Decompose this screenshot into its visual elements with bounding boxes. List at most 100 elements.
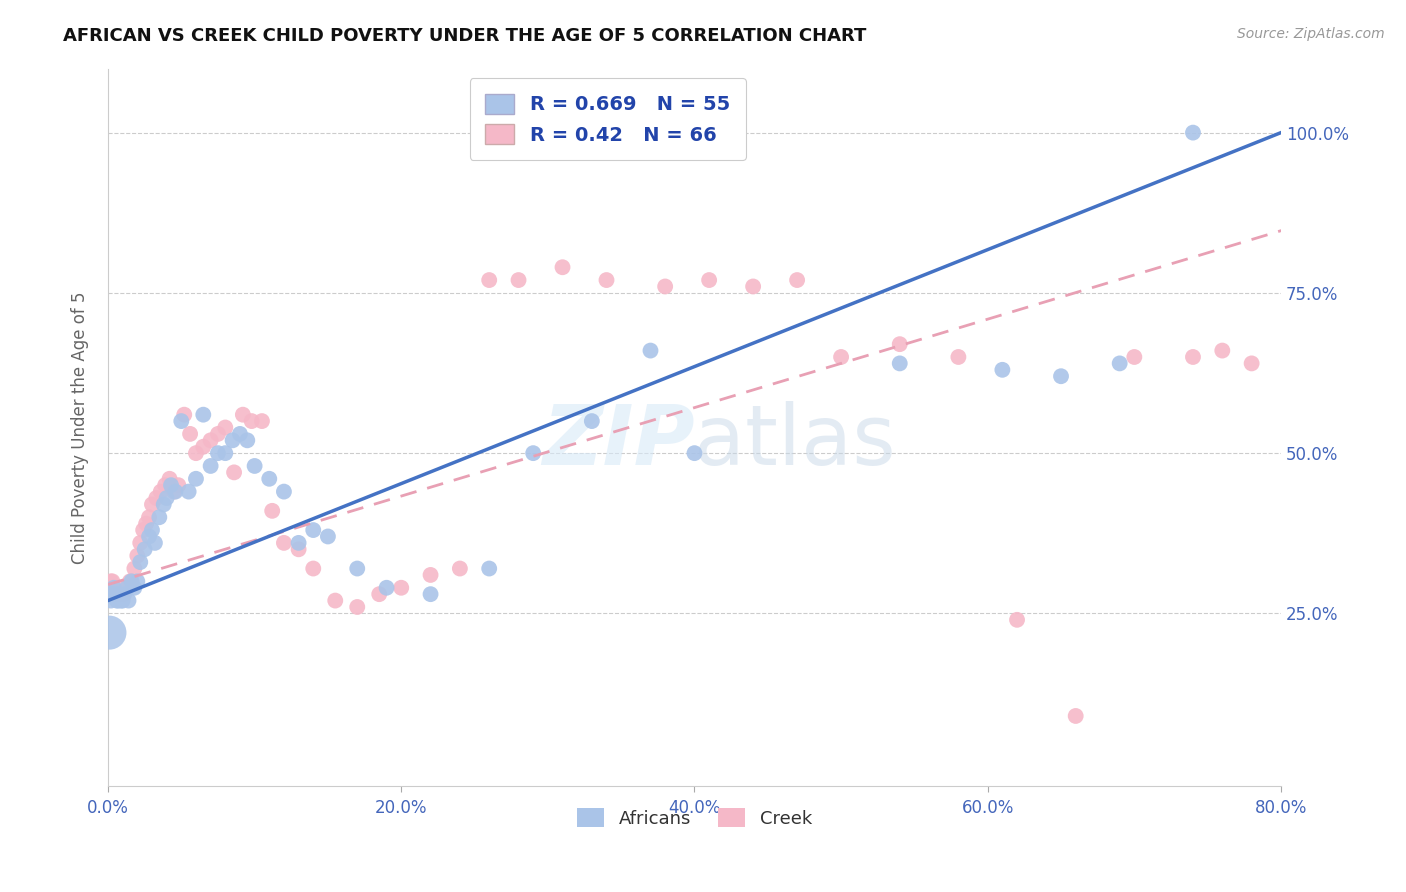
Point bbox=[889, 356, 911, 370]
Point bbox=[522, 446, 544, 460]
Point bbox=[163, 484, 186, 499]
Point bbox=[124, 561, 146, 575]
Point bbox=[262, 504, 284, 518]
Point bbox=[232, 408, 254, 422]
Legend: Africans, Creek: Africans, Creek bbox=[569, 801, 820, 835]
Point bbox=[100, 574, 122, 589]
Point bbox=[145, 491, 167, 505]
Point bbox=[1181, 350, 1204, 364]
Point bbox=[207, 426, 229, 441]
Point bbox=[118, 574, 141, 589]
Point bbox=[375, 581, 398, 595]
Point bbox=[177, 484, 200, 499]
Point bbox=[640, 343, 662, 358]
Text: AFRICAN VS CREEK CHILD POVERTY UNDER THE AGE OF 5 CORRELATION CHART: AFRICAN VS CREEK CHILD POVERTY UNDER THE… bbox=[63, 27, 866, 45]
Point bbox=[143, 536, 166, 550]
Point bbox=[141, 523, 163, 537]
Point bbox=[173, 408, 195, 422]
Point bbox=[148, 510, 170, 524]
Point bbox=[138, 529, 160, 543]
Point bbox=[1240, 356, 1263, 370]
Point bbox=[250, 414, 273, 428]
Point bbox=[581, 414, 603, 428]
Point bbox=[419, 587, 441, 601]
Y-axis label: Child Poverty Under the Age of 5: Child Poverty Under the Age of 5 bbox=[72, 292, 89, 564]
Point bbox=[152, 497, 174, 511]
Point bbox=[302, 561, 325, 575]
Point bbox=[129, 555, 152, 569]
Point bbox=[478, 561, 501, 575]
Point bbox=[103, 581, 125, 595]
Point bbox=[221, 434, 243, 448]
Point bbox=[287, 536, 309, 550]
Point bbox=[273, 484, 295, 499]
Point bbox=[595, 273, 617, 287]
Point bbox=[449, 561, 471, 575]
Point bbox=[346, 599, 368, 614]
Point bbox=[101, 574, 124, 589]
Point bbox=[127, 549, 149, 563]
Point bbox=[111, 587, 134, 601]
Point bbox=[165, 484, 187, 499]
Text: Source: ZipAtlas.com: Source: ZipAtlas.com bbox=[1237, 27, 1385, 41]
Point bbox=[222, 466, 245, 480]
Point bbox=[1123, 350, 1146, 364]
Point bbox=[100, 593, 122, 607]
Point bbox=[111, 593, 134, 607]
Point bbox=[273, 536, 295, 550]
Point bbox=[135, 516, 157, 531]
Point bbox=[112, 587, 135, 601]
Point bbox=[108, 581, 131, 595]
Point bbox=[105, 587, 128, 601]
Point bbox=[103, 581, 125, 595]
Point bbox=[508, 273, 530, 287]
Point bbox=[104, 581, 127, 595]
Point bbox=[1064, 709, 1087, 723]
Point bbox=[98, 581, 121, 595]
Point bbox=[132, 523, 155, 537]
Point bbox=[107, 593, 129, 607]
Point bbox=[830, 350, 852, 364]
Point bbox=[98, 587, 121, 601]
Point bbox=[159, 472, 181, 486]
Point bbox=[179, 426, 201, 441]
Point bbox=[346, 561, 368, 575]
Point bbox=[184, 472, 207, 486]
Point bbox=[243, 458, 266, 473]
Point bbox=[948, 350, 970, 364]
Point bbox=[108, 587, 131, 601]
Point bbox=[683, 446, 706, 460]
Point bbox=[287, 542, 309, 557]
Point bbox=[316, 529, 339, 543]
Point bbox=[259, 472, 281, 486]
Point bbox=[160, 478, 183, 492]
Point bbox=[200, 458, 222, 473]
Point bbox=[105, 593, 128, 607]
Point bbox=[786, 273, 808, 287]
Point bbox=[1211, 343, 1233, 358]
Point bbox=[419, 568, 441, 582]
Point bbox=[184, 446, 207, 460]
Point bbox=[1005, 613, 1028, 627]
Point bbox=[115, 581, 138, 595]
Point bbox=[134, 542, 156, 557]
Point bbox=[551, 260, 574, 275]
Point bbox=[302, 523, 325, 537]
Point bbox=[110, 581, 132, 595]
Point bbox=[889, 337, 911, 351]
Point bbox=[117, 593, 139, 607]
Point bbox=[156, 491, 179, 505]
Point bbox=[193, 408, 215, 422]
Point bbox=[697, 273, 720, 287]
Point bbox=[229, 426, 252, 441]
Point bbox=[200, 434, 222, 448]
Point bbox=[214, 420, 236, 434]
Point bbox=[112, 587, 135, 601]
Point bbox=[742, 279, 765, 293]
Point bbox=[101, 587, 124, 601]
Text: ZIP: ZIP bbox=[541, 401, 695, 483]
Point bbox=[368, 587, 391, 601]
Point bbox=[98, 625, 121, 640]
Point bbox=[127, 574, 149, 589]
Point bbox=[114, 581, 136, 595]
